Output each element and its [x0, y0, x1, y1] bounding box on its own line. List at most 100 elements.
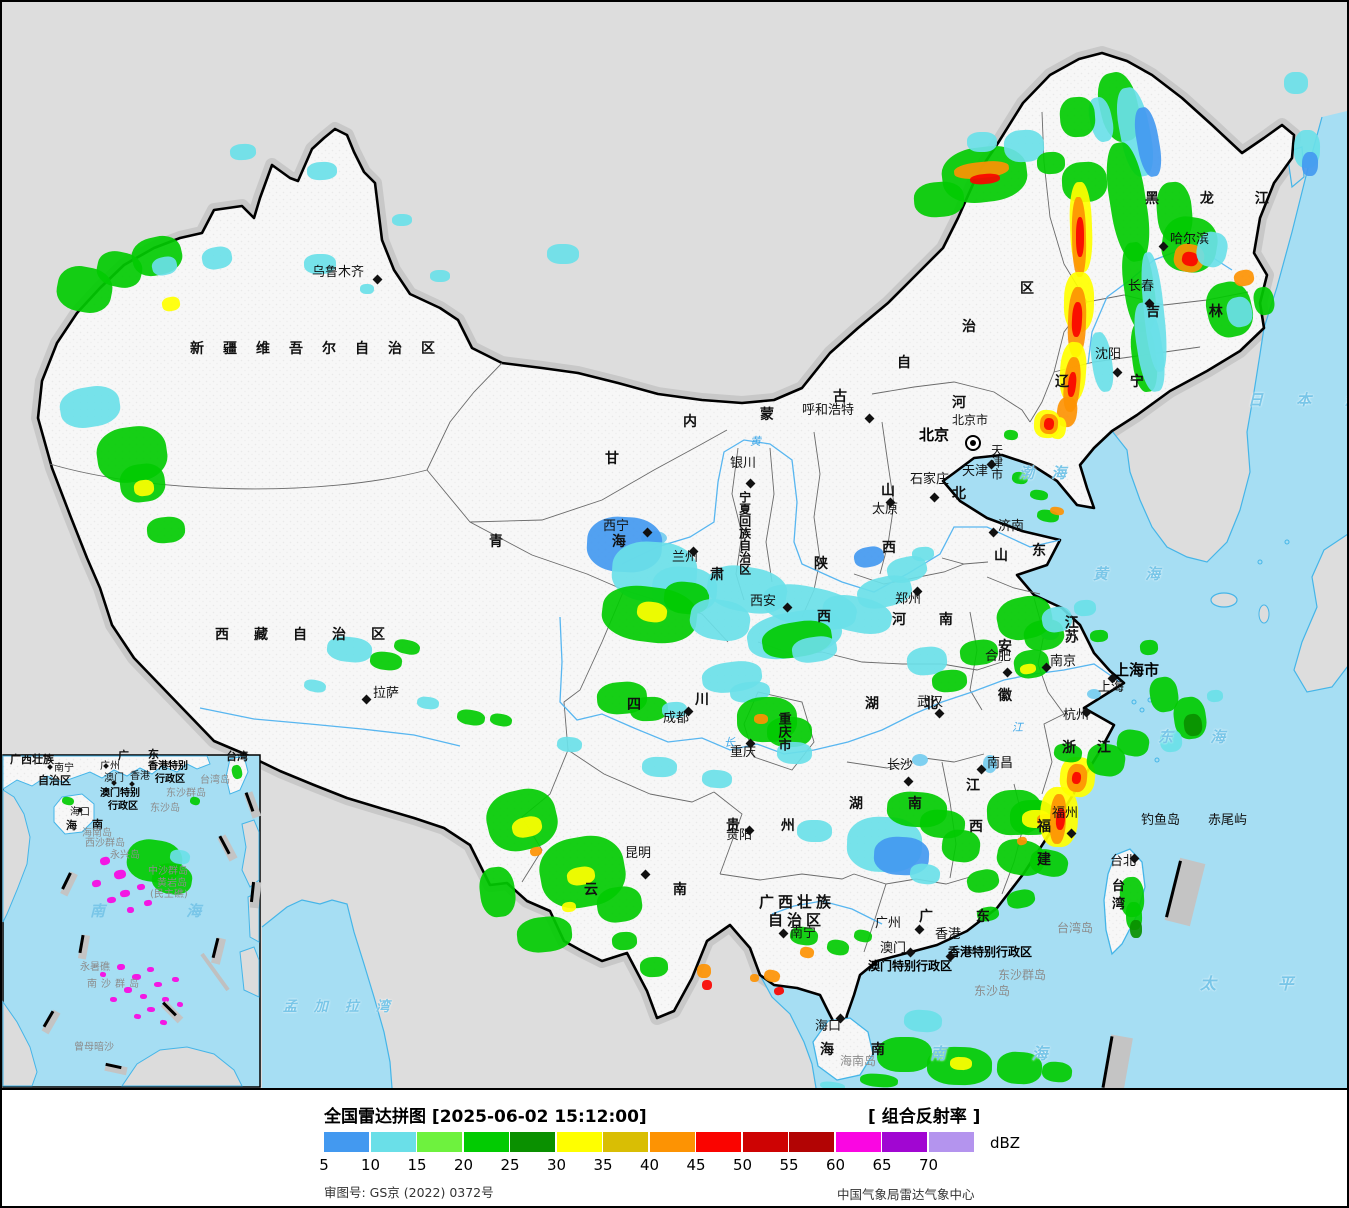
sea-label: 孟 加 拉 湾 — [283, 999, 396, 1015]
city-marker — [903, 776, 913, 786]
map-label: 山 — [881, 483, 895, 499]
colorbar-cell — [324, 1132, 369, 1152]
dbz-tick: 50 — [732, 1156, 753, 1174]
map-label: 自 — [897, 355, 911, 371]
sea-label: 南 海 — [930, 1044, 1088, 1063]
colorbar-cell — [370, 1132, 416, 1152]
colorbar-cell — [417, 1132, 462, 1152]
dbz-tick: 25 — [500, 1156, 520, 1174]
map-label: 广西壮族 — [10, 753, 54, 766]
colorbar-cell — [603, 1132, 648, 1152]
map-label: 重庆市 — [775, 712, 791, 751]
radar-echo — [430, 270, 450, 282]
map-label: 北京 — [919, 426, 950, 444]
map-label: 长 — [724, 736, 735, 749]
map-label: 青 海 — [489, 534, 678, 550]
city-marker — [905, 947, 915, 957]
city-label: 南宁 — [790, 926, 817, 941]
capital-marker — [965, 435, 981, 451]
city-label: 海口 — [815, 1019, 842, 1034]
city-label: 赤尾屿 — [1208, 813, 1248, 828]
map-label: 东沙岛 — [974, 984, 1011, 998]
city-label: 呼和浩特 — [802, 403, 855, 418]
map-label-layer: 新疆维吾尔自治区 西藏自治区青 海甘肃内蒙古自治区宁夏回族自治区陕西山西山东河北河… — [2, 2, 1347, 1088]
dbz-tick: 35 — [593, 1156, 613, 1174]
map-label: 徽 — [998, 688, 1012, 704]
map-label: 行政区 — [155, 774, 185, 785]
sea-label: 太 平 洋 — [1200, 974, 1347, 993]
dbz-tick: 45 — [686, 1156, 706, 1174]
dbz-tick: 5 — [319, 1156, 329, 1174]
map-label: 陕 — [814, 556, 828, 572]
radar-echo — [877, 1037, 932, 1072]
city-marker — [372, 274, 382, 284]
city-label: 合肥 — [985, 649, 1012, 664]
sea-label: 黄 海 — [1093, 565, 1177, 583]
map-label: 浙 江 — [1062, 740, 1119, 756]
map-label: 湾 — [1112, 897, 1126, 912]
china-radar-map: 新疆维吾尔自治区 西藏自治区青 海甘肃内蒙古自治区宁夏回族自治区陕西山西山东河北河… — [2, 2, 1347, 1090]
map-label: 海南岛 — [840, 1054, 877, 1068]
city-label: 福州 — [1052, 806, 1079, 821]
map-label: 蒙 — [760, 407, 774, 423]
map-label: 广西壮族 — [759, 893, 836, 911]
map-label: 甘 — [605, 451, 619, 467]
map-label: 黄 — [750, 435, 761, 448]
map-label: 南 — [92, 818, 103, 831]
map-label: (民主礁) — [150, 889, 188, 900]
map-label: 建 — [1037, 852, 1051, 868]
sea — [760, 110, 1347, 1088]
city-marker — [976, 764, 986, 774]
city-label: 昆明 — [625, 846, 652, 861]
map-label: 台湾岛 — [200, 775, 230, 786]
city-marker — [929, 492, 939, 502]
city-label: 石家庄 — [910, 472, 950, 487]
radar-echo — [750, 974, 759, 982]
map-label: 江苏 — [1062, 615, 1079, 643]
colorbar-cell — [696, 1132, 741, 1152]
map-label: 广 东 — [919, 909, 1009, 925]
dbz-tick: 10 — [360, 1156, 381, 1174]
radar-echo-layer — [2, 2, 1347, 1088]
city-marker — [745, 478, 755, 488]
dbz-tick: 20 — [453, 1156, 474, 1174]
map-label: 自治区 — [768, 911, 826, 929]
map-label: 台湾岛 — [1057, 921, 1094, 935]
city-label: 钓鱼岛 — [1141, 813, 1181, 828]
map-label: 河 — [952, 395, 966, 411]
unit-label: dBZ — [990, 1134, 1021, 1152]
map-label: 东沙群岛 — [998, 968, 1047, 982]
map-label: 黄岩岛 — [157, 878, 187, 889]
map-label: 西 — [882, 540, 896, 556]
radar-echo — [1284, 72, 1308, 94]
city-label: 南昌 — [987, 756, 1014, 771]
map-label: 海南岛 — [82, 828, 112, 839]
city-label: 香港 — [935, 927, 962, 942]
map-label: 福 — [1037, 819, 1051, 835]
city-label: 香港 — [130, 771, 150, 782]
map-label: 西沙群岛 — [85, 838, 125, 849]
map-label: 澳门特别 — [100, 788, 140, 799]
sea-label: 渤 海 — [1019, 464, 1073, 482]
map-label: 永暑礁 — [80, 962, 110, 973]
map-label: 贵 州 — [726, 818, 813, 834]
city-label: 长沙 — [887, 758, 914, 773]
city-label: 武汉 — [917, 695, 944, 710]
map-label: 台 — [1112, 879, 1126, 894]
map-label: 治 — [962, 319, 976, 335]
map-label: 自治区 — [38, 774, 71, 787]
map-label: 辽 宁 — [1055, 374, 1172, 390]
map-label: 区 — [1020, 281, 1034, 297]
city-label: 广州 — [875, 916, 902, 931]
map-label: 东 — [148, 748, 159, 761]
city-marker — [1158, 241, 1168, 251]
map-title: 全国雷达拼图 [2025-06-02 15:12:00] — [324, 1107, 647, 1127]
colorbar-cell — [556, 1132, 602, 1152]
city-marker — [640, 869, 650, 879]
map-label: 湖 南 — [849, 796, 942, 812]
city-label: 沈阳 — [1095, 347, 1122, 362]
map-label: 西藏自治区 — [215, 627, 410, 643]
dbz-tick: 60 — [825, 1156, 846, 1174]
map-label: 宁夏回族自治区 — [737, 491, 752, 575]
